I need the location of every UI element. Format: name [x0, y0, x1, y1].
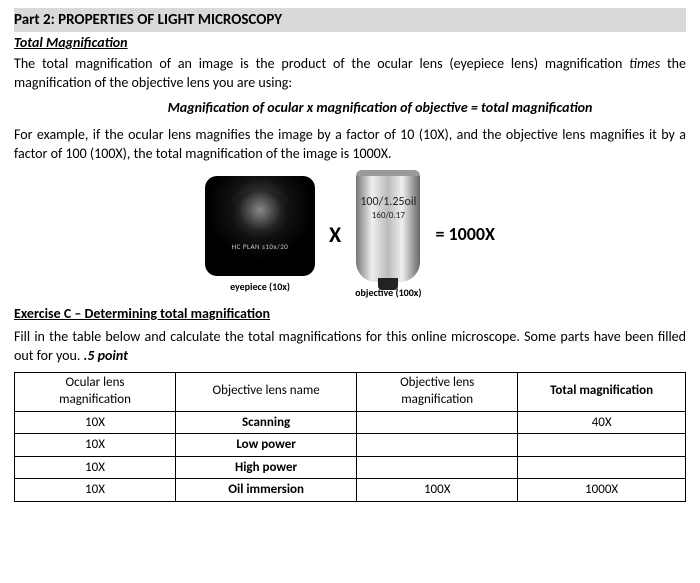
th-total: Total magnification	[518, 372, 686, 411]
cell-total: 40X	[518, 411, 686, 434]
cell-ocular: 10X	[15, 456, 176, 479]
objective-image: 100/1.25oil 160/0.17	[356, 170, 420, 282]
cell-obj-mag	[357, 456, 518, 479]
table-body: 10XScanning40X10XLow power10XHigh power1…	[15, 411, 686, 501]
th-objmag-l2: magnification	[363, 392, 511, 409]
objective-block: 100/1.25oil 160/0.17 objective (100x)	[355, 170, 421, 300]
cell-ocular: 10X	[15, 479, 176, 502]
cell-obj-mag: 100X	[357, 479, 518, 502]
table-row: 10XOil immersion100X1000X	[15, 479, 686, 502]
th-objmag: Objective lens magnification	[357, 372, 518, 411]
intro-paragraph-1: The total magnification of an image is t…	[14, 55, 686, 93]
table-header-row: Ocular lens magnification Objective lens…	[15, 372, 686, 411]
cell-ocular: 10X	[15, 411, 176, 434]
magnification-table: Ocular lens magnification Objective lens…	[14, 372, 686, 502]
cell-obj-mag	[357, 434, 518, 457]
cell-ocular: 10X	[15, 434, 176, 457]
table-row: 10XHigh power	[15, 456, 686, 479]
th-objname: Objective lens name	[176, 372, 357, 411]
cell-obj-mag	[357, 411, 518, 434]
exercise-instructions: Fill in the table below and calculate th…	[14, 328, 686, 366]
th-objmag-l1: Objective lens	[363, 375, 511, 392]
th-ocular-l1: Ocular lens	[21, 375, 169, 392]
section-subheading: Total Magnification	[14, 34, 686, 53]
objective-marking: 100/1.25oil 160/0.17	[356, 194, 420, 222]
intro-1b: times	[629, 55, 660, 72]
th-ocular: Ocular lens magnification	[15, 372, 176, 411]
cell-total: 1000X	[518, 479, 686, 502]
cell-obj-name: High power	[176, 456, 357, 479]
times-symbol: X	[329, 220, 341, 250]
th-objname-l1: Objective lens name	[182, 383, 350, 400]
equals-result: = 1000X	[436, 222, 495, 246]
th-total-l1: Total magnification	[524, 383, 679, 400]
formula-line: Magnification of ocular x magnification …	[74, 99, 686, 118]
eyepiece-block: HC PLAN s10x/20 eyepiece (10x)	[205, 176, 315, 294]
cell-obj-name: Scanning	[176, 411, 357, 434]
intro-1a: The total magnification of an image is t…	[14, 55, 629, 72]
instr-b: .5 point	[84, 347, 128, 364]
eyepiece-image: HC PLAN s10x/20	[205, 176, 315, 276]
exercise-heading: Exercise C – Determining total magnifica…	[14, 305, 686, 324]
th-ocular-l2: magnification	[21, 392, 169, 409]
lens-figure: HC PLAN s10x/20 eyepiece (10x) X 100/1.2…	[14, 170, 686, 300]
cell-obj-name: Oil immersion	[176, 479, 357, 502]
cell-obj-name: Low power	[176, 434, 357, 457]
table-row: 10XLow power	[15, 434, 686, 457]
objective-sub-text: 160/0.17	[372, 210, 405, 221]
cell-total	[518, 456, 686, 479]
eyepiece-band-text: HC PLAN s10x/20	[205, 242, 315, 251]
table-row: 10XScanning 40X	[15, 411, 686, 434]
part-title: Part 2: PROPERTIES OF LIGHT MICROSCOPY	[14, 8, 686, 32]
eyepiece-caption: eyepiece (10x)	[205, 280, 315, 294]
objective-top-text: 100/1.25oil	[360, 195, 416, 209]
cell-total	[518, 434, 686, 457]
intro-paragraph-2: For example, if the ocular lens magnifie…	[14, 126, 686, 164]
